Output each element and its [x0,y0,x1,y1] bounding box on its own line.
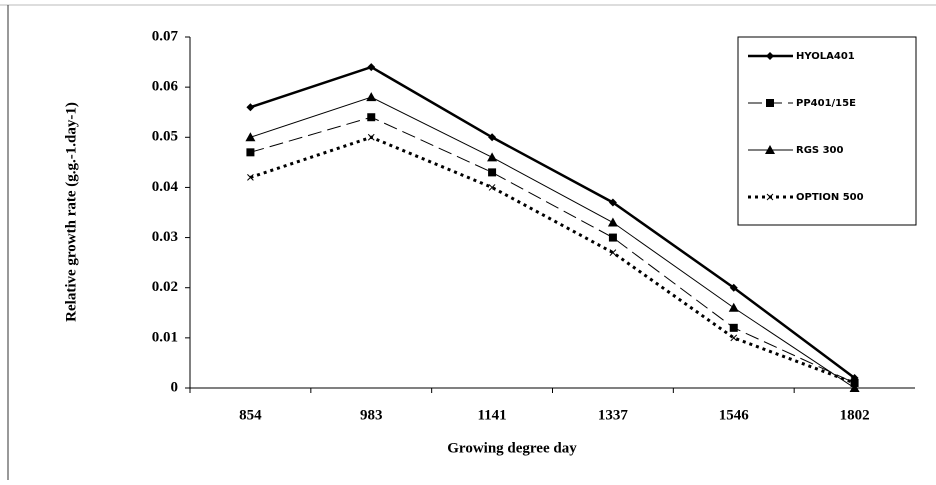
marker [247,174,254,181]
x-axis-title: Growing degree day [447,440,577,456]
y-tick-label: 0.06 [152,79,179,95]
series-line [250,65,856,379]
marker [766,52,774,60]
marker [367,113,376,122]
marker [246,103,255,112]
marker [729,323,738,332]
marker [608,233,617,242]
legend-label: RGS 300 [796,145,844,156]
marker [729,283,738,292]
y-tick-label: 0.01 [152,329,178,345]
legend-label: HYOLA401 [796,51,855,62]
marker [608,198,617,207]
series-line [250,96,855,389]
x-tick-label: 1141 [477,407,506,423]
y-axis-title: Relative growth rate (g.g.-1.day-1) [63,102,79,322]
y-tick-label: 0.05 [152,129,178,145]
legend-box [737,36,917,226]
marker [849,383,860,392]
series-line [249,135,856,385]
marker [609,249,617,256]
marker [367,63,376,72]
marker [487,152,498,162]
y-tick-label: 0 [171,379,179,395]
x-tick-label: 854 [239,407,262,423]
y-tick-label: 0.02 [152,279,178,295]
legend-label: PP401/15E [796,98,856,109]
y-tick-label: 0.04 [152,179,179,195]
y-tick-label: 0.07 [152,28,179,44]
marker [246,148,255,157]
y-tick-label: 0.03 [152,229,178,245]
x-tick-label: 1337 [598,407,629,423]
marker [245,132,256,142]
series-line [250,116,855,384]
x-tick-label: 1546 [719,407,750,423]
marker [766,193,774,201]
marker [765,145,775,154]
marker [366,92,377,102]
marker [367,133,375,141]
marker [488,133,497,142]
marker [851,379,858,387]
marker [766,99,774,107]
marker [730,334,738,342]
marker [607,217,618,227]
x-tick-label: 1802 [840,407,870,423]
x-tick-label: 983 [360,407,383,423]
marker [728,302,739,312]
marker [488,184,496,191]
legend-label: OPTION 500 [796,192,864,203]
marker [488,168,497,177]
